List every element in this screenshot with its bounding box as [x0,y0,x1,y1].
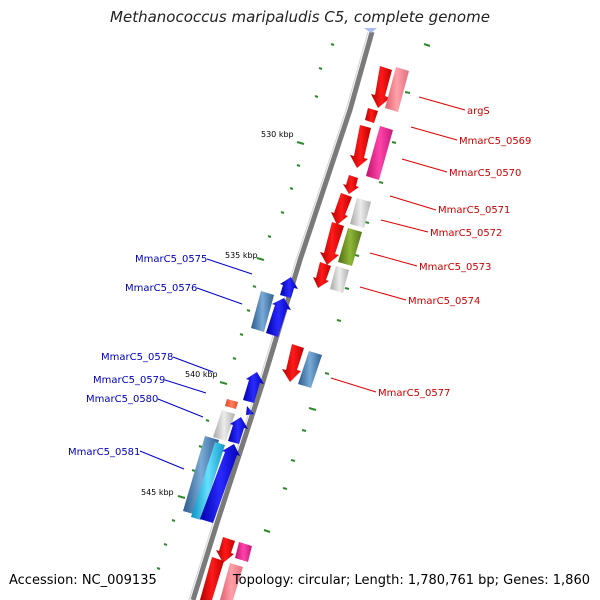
label-MmarC5_0577[interactable]: MmarC5_0577 [378,388,450,399]
label-MmarC5_0569[interactable]: MmarC5_0569 [459,136,531,147]
label-MmarC5_0571[interactable]: MmarC5_0571 [438,205,510,216]
genome-summary: Topology: circular; Length: 1,780,761 bp… [232,573,590,588]
gene-MmarC5_0576-arrow[interactable] [266,298,291,337]
gene-MmarC5_0576-cds[interactable] [251,291,274,332]
gene-MmarC5_0572-arrow[interactable] [320,222,344,265]
gene-MmarC5_0575-arrow[interactable] [280,277,298,298]
gene-bottom-arrow2[interactable] [200,557,224,600]
scale-label-545: 545 kbp [141,488,174,497]
accession-label: Accession: NC_009135 [9,573,157,588]
gene-MmarC5_0574-cds[interactable] [330,266,349,293]
reverse-labels [139,258,253,470]
gene-MmarC5_0569-arrow[interactable] [365,108,378,123]
label-MmarC5_0575[interactable]: MmarC5_0575 [135,254,207,265]
gene-MmarC5_0573-cds[interactable] [338,228,362,266]
gene-MmarC5_0569-arrow2[interactable] [350,125,371,168]
inner-ticks [156,43,335,570]
label-MmarC5_0570[interactable]: MmarC5_0570 [449,168,521,179]
gene-MmarC5_0581-cds[interactable] [183,436,219,515]
gene-MmarC5_0581-arrow[interactable] [200,444,240,523]
label-MmarC5_0574[interactable]: MmarC5_0574 [408,296,480,307]
scale-label-540: 540 kbp [185,370,218,379]
gene-MmarC5_0571-arrow2[interactable] [331,193,352,225]
gene-MmarC5_0571-arrow[interactable] [343,175,359,194]
gene-MmarC5_0579-arrow[interactable] [246,406,254,415]
gene-argS-cds[interactable] [385,67,409,112]
label-MmarC5_0573[interactable]: MmarC5_0573 [419,262,491,273]
gene-MmarC5_0580-cds[interactable] [213,410,235,441]
scale-label-535: 535 kbp [225,251,258,260]
gene-argS-arrow[interactable] [371,66,392,108]
gene-bottom-cds2[interactable] [220,563,243,600]
gene-MmarC5_0577-arrow[interactable] [282,344,304,382]
label-argS[interactable]: argS [467,106,490,117]
label-MmarC5_0579[interactable]: MmarC5_0579 [93,375,165,386]
gene-MmarC5_0580-arrow[interactable] [228,417,248,444]
label-MmarC5_0576[interactable]: MmarC5_0576 [125,283,197,294]
gene-MmarC5_0577-cds[interactable] [298,351,322,388]
position-marker [364,28,377,33]
gene-MmarC5_0579-cds[interactable] [225,399,238,409]
gene-MmarC5_0572-cds[interactable] [350,198,371,228]
outer-ticks [263,43,431,533]
label-MmarC5_0578[interactable]: MmarC5_0578 [101,352,173,363]
gene-MmarC5_0573-arrow[interactable] [313,262,331,288]
gene-MmarC5_0581-cds2[interactable] [191,442,225,520]
gene-bottom-arrow[interactable] [216,537,235,563]
scale-label-530: 530 kbp [261,130,294,139]
gene-MmarC5_0578-arrow[interactable] [243,372,264,403]
map-title: Methanococcus maripaludis C5, complete g… [110,8,490,26]
forward-labels [330,96,466,393]
label-MmarC5_0581[interactable]: MmarC5_0581 [68,447,140,458]
gene-MmarC5_0570-cds[interactable] [366,126,393,180]
label-MmarC5_0572[interactable]: MmarC5_0572 [430,228,502,239]
label-MmarC5_0580[interactable]: MmarC5_0580 [86,394,158,405]
gene-bottom-cds[interactable] [235,542,252,562]
